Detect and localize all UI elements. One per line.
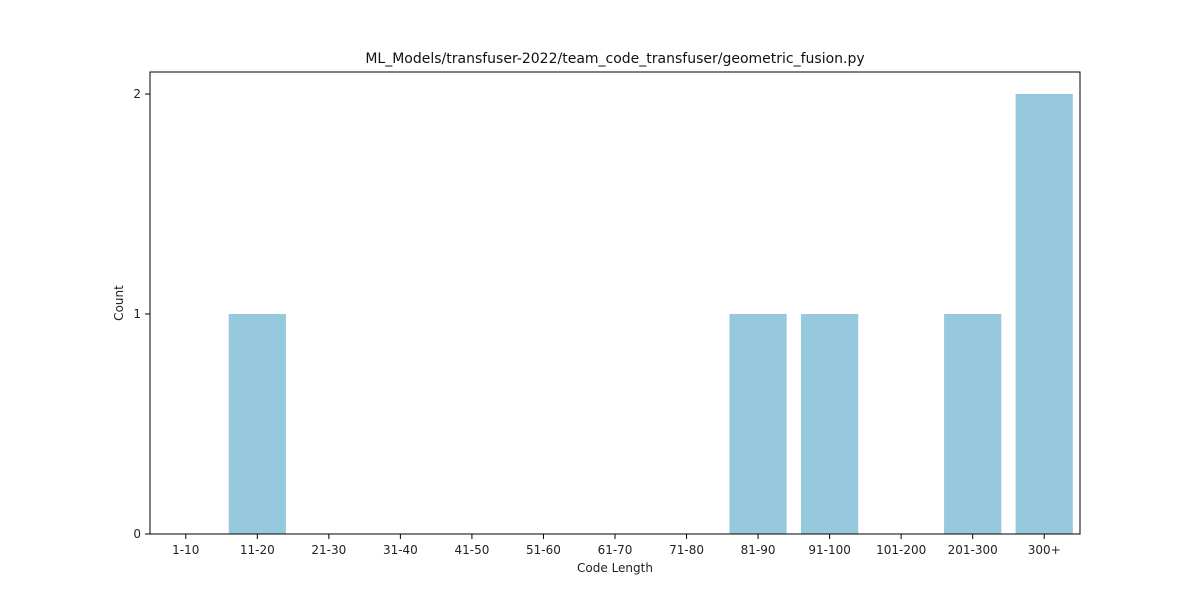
y-tick-label: 2 — [133, 87, 141, 101]
x-tick-label: 51-60 — [526, 543, 561, 557]
x-tick-label: 300+ — [1028, 543, 1061, 557]
y-tick-label: 0 — [133, 527, 141, 541]
x-tick-label: 201-300 — [948, 543, 998, 557]
x-tick-label: 1-10 — [172, 543, 199, 557]
x-tick-label: 31-40 — [383, 543, 418, 557]
chart-title: ML_Models/transfuser-2022/team_code_tran… — [365, 51, 864, 67]
y-axis-label: Count — [112, 285, 126, 321]
x-tick-label: 101-200 — [876, 543, 926, 557]
x-ticks: 1-10 11-20 21-30 31-40 41-50 51-60 61-70 71-80 8… — [172, 534, 1061, 557]
x-tick-label: 21-30 — [311, 543, 346, 557]
x-tick-label: 41-50 — [454, 543, 489, 557]
bar-11-20 — [228, 314, 286, 534]
x-tick-label: 11-20 — [240, 543, 275, 557]
bar-201-300 — [944, 314, 1002, 534]
y-ticks: 0 1 2 — [133, 87, 150, 541]
y-tick-label: 1 — [133, 307, 141, 321]
x-axis-label: Code Length — [577, 561, 653, 575]
x-tick-label: 71-80 — [669, 543, 704, 557]
bar-81-90 — [729, 314, 787, 534]
plot-frame — [149, 71, 1081, 535]
bars-layer — [228, 94, 1073, 534]
x-tick-label: 81-90 — [741, 543, 776, 557]
bar-300+ — [1015, 94, 1073, 534]
bar-91-100 — [801, 314, 859, 534]
x-tick-label: 91-100 — [808, 543, 851, 557]
x-tick-label: 61-70 — [598, 543, 633, 557]
